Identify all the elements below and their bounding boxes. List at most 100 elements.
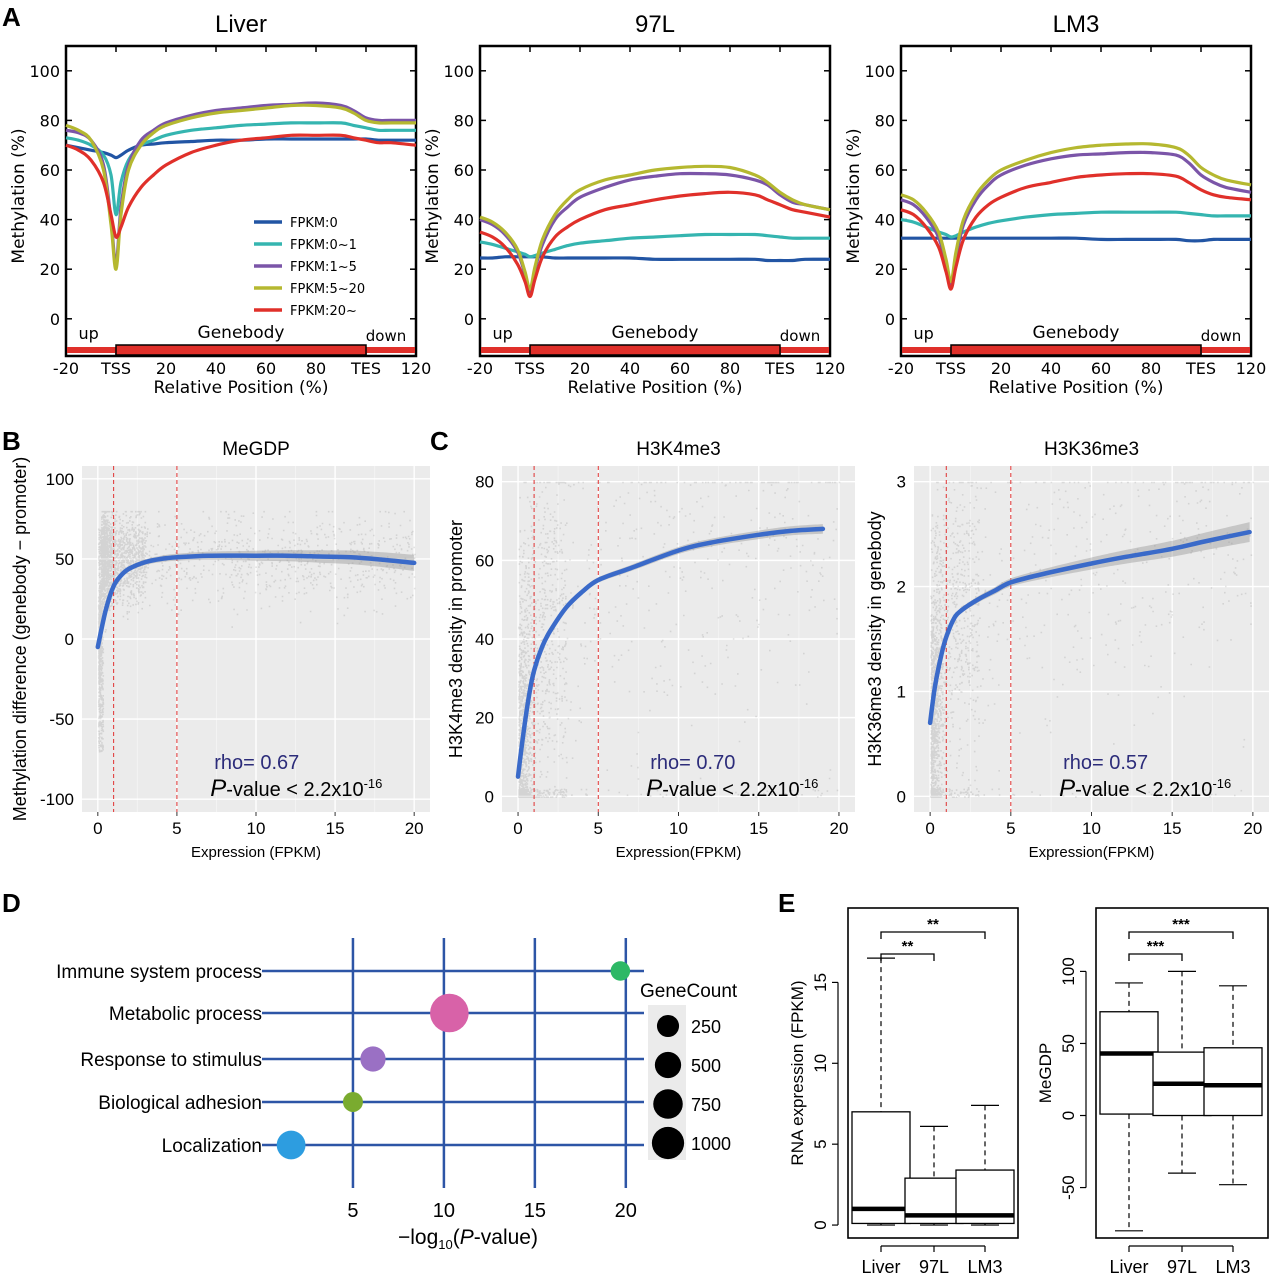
loess-fit-line [927, 529, 1252, 726]
x-tick-label: 40 [620, 359, 640, 378]
x-tick-label: 10 [247, 819, 266, 838]
legend-bubble [656, 1014, 680, 1038]
y-tick-label: -50 [49, 710, 74, 729]
legend-value: 750 [691, 1095, 721, 1115]
genebody-label: Genebody [1033, 323, 1120, 343]
series-line-fpkm-0-1 [65, 121, 416, 217]
x-tick-label: Liver [861, 1257, 900, 1277]
panel-label-e: E [778, 888, 795, 918]
series-line-fpkm-5-20 [900, 142, 1252, 284]
y-tick-label: 40 [40, 211, 60, 230]
plot-frame [1095, 907, 1269, 1239]
series-line-fpkm-20- [479, 190, 831, 299]
x-tick-label: 20 [570, 359, 590, 378]
x-tick-label: TSS [935, 359, 966, 378]
x-tick-label: 0 [513, 819, 522, 838]
x-tick-label: 15 [749, 819, 768, 838]
legend-bubble [654, 1051, 682, 1079]
series-line-fpkm-0-1 [479, 232, 830, 259]
x-tick-label: 10 [433, 1200, 455, 1222]
downstream-label: down [780, 327, 820, 345]
series-line-fpkm-5-20 [479, 164, 831, 291]
x-tick-label: TSS [100, 359, 131, 378]
panel-label-d: D [2, 888, 21, 918]
x-tick-label: 97L [919, 1257, 949, 1277]
y-tick-label: 20 [454, 260, 474, 279]
panel-a-liver: Liver 0 20 40 60 80 100 -20 TSS 20 40 60 80 TES 120 Rel… [9, 11, 431, 398]
x-tick-label: 60 [670, 359, 690, 378]
y-tick-label: 60 [40, 161, 60, 180]
x-tick-label: 5 [1006, 819, 1015, 838]
x-tick-label: 5 [594, 819, 603, 838]
legend-entry: FPKM:0~1 [290, 238, 357, 253]
rho-annotation: rho= 0.70 [650, 752, 735, 774]
x-tick-label: 80 [720, 359, 740, 378]
y-tick-label: 80 [454, 111, 474, 130]
category-label: Metabolic process [109, 1004, 262, 1025]
significance-bracket [1128, 953, 1183, 961]
category-bubble [610, 961, 631, 981]
downstream-label: down [1201, 327, 1241, 345]
series-line-fpkm-0 [900, 236, 1251, 243]
panel-c-h3k36me3-scatter: 0 5 10 15 20 0 1 2 3 H3K36me3 Expression(FPKM) H3K3… [865, 439, 1269, 861]
x-tick-label: 20 [405, 819, 424, 838]
x-tick-label: 60 [1091, 359, 1111, 378]
panel-title: LM3 [1053, 11, 1100, 38]
y-axis-label: Methylation (%) [423, 128, 443, 263]
series-line-fpkm-20- [65, 133, 417, 239]
y-tick-label: 100 [29, 62, 60, 81]
category-label: Immune system process [56, 962, 262, 983]
legend-title: GeneCount [640, 981, 738, 1002]
x-tick-label: 5 [172, 819, 181, 838]
x-axis-label: Expression(FPKM) [1029, 844, 1155, 861]
y-tick-label: 10 [811, 1054, 830, 1073]
p-value-annotation: P-value < 2.2x10-16 [646, 775, 818, 802]
series-line-fpkm-0-1 [900, 210, 1252, 239]
plot-title: H3K4me3 [636, 439, 721, 460]
y-tick-label: 0 [65, 630, 74, 649]
category-bubble [360, 1046, 386, 1072]
y-tick-label: 100 [864, 62, 895, 81]
plot-frame [847, 907, 1019, 1239]
x-axis-label: Relative Position (%) [568, 378, 743, 398]
y-tick-label: 40 [875, 211, 895, 230]
y-tick-label: 1 [897, 682, 906, 701]
legend-value: 1000 [691, 1134, 731, 1154]
panel-d-go-lollipop: 5 10 15 20 Immune system process Metabolic pr… [56, 938, 738, 1252]
panel-label-c: C [430, 426, 449, 456]
x-tick-label: TSS [514, 359, 545, 378]
plot-frame [478, 44, 832, 358]
y-tick-label: 60 [475, 551, 494, 570]
y-axis-label: H3K36me3 density in genebody [865, 511, 885, 766]
legend-value: 250 [691, 1017, 721, 1037]
y-tick-label: 0 [485, 787, 494, 806]
category-label: Biological adhesion [98, 1093, 262, 1114]
panel-label-b: B [2, 426, 21, 456]
panel-a-methylation-profiles: Liver 0 20 40 60 80 100 -20 TSS 20 40 60 80 TES 120 Rel… [9, 11, 1266, 398]
category-bubble [276, 1130, 306, 1160]
x-tick-label: 15 [326, 819, 345, 838]
significance-bracket [1128, 931, 1234, 939]
y-tick-label: 0 [1059, 1111, 1078, 1120]
x-tick-label: TES [1185, 359, 1216, 378]
significance-bracket [880, 931, 986, 939]
x-tick-label: 15 [1163, 819, 1182, 838]
x-axis-label: Relative Position (%) [989, 378, 1164, 398]
genebody-box [115, 344, 367, 356]
iqr-box [851, 1111, 911, 1225]
y-axis-label: Methylation (%) [844, 128, 864, 263]
x-tick-label: 120 [401, 359, 432, 378]
panel-label-a: A [2, 2, 21, 32]
iqr-box [1099, 1011, 1159, 1115]
panel-b-megdp-scatter: 0 5 10 15 20 -100 -50 0 50 100 MeGDP Expression (FP… [10, 439, 430, 861]
genebody-box [529, 344, 781, 356]
panel-title: 97L [635, 11, 675, 38]
legend-entry: FPKM:5~20 [290, 282, 365, 297]
p-value-annotation: P-value < 2.2x10-16 [210, 775, 382, 802]
x-tick-label: TES [350, 359, 381, 378]
y-axis-label: RNA expression (FPKM) [788, 980, 807, 1165]
x-tick-label: 20 [991, 359, 1011, 378]
y-tick-label: 100 [443, 62, 474, 81]
